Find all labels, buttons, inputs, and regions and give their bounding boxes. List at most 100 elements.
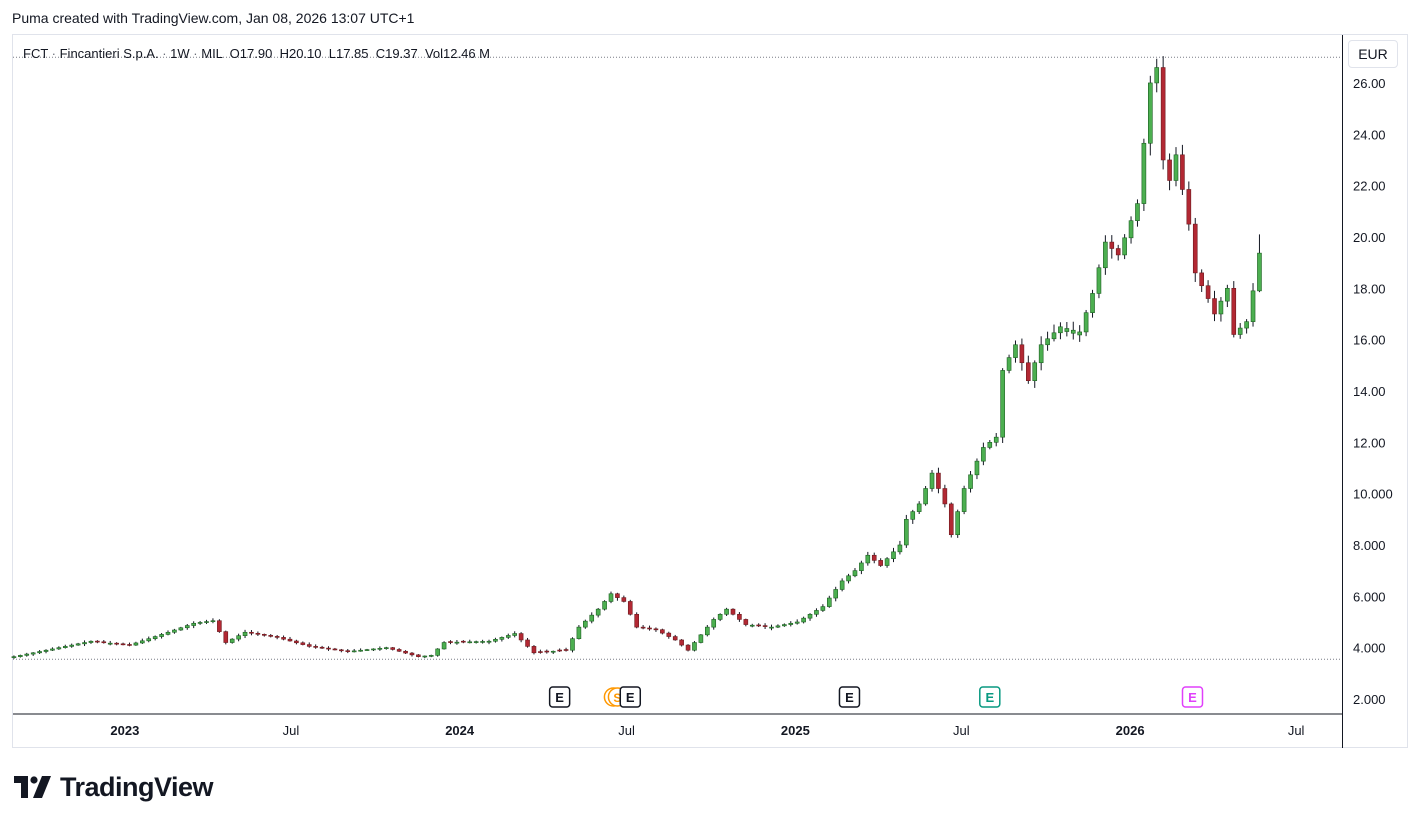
candle-down[interactable]	[396, 649, 402, 652]
candle-down[interactable]	[1192, 223, 1198, 274]
candle-down[interactable]	[255, 632, 261, 635]
candle-down[interactable]	[531, 646, 537, 654]
candle-down[interactable]	[518, 633, 524, 641]
candle-down[interactable]	[557, 649, 562, 652]
candle-up[interactable]	[499, 637, 505, 640]
candle-up[interactable]	[107, 642, 113, 645]
candle-up[interactable]	[493, 639, 498, 642]
candle-up[interactable]	[993, 436, 999, 443]
candle-up[interactable]	[473, 641, 479, 643]
candle-down[interactable]	[1019, 344, 1025, 364]
candle-up[interactable]	[441, 642, 447, 650]
candle-down[interactable]	[268, 635, 274, 637]
candle-up[interactable]	[923, 488, 928, 505]
candle-up[interactable]	[929, 472, 935, 489]
candle-down[interactable]	[274, 636, 280, 638]
candle-up[interactable]	[1141, 142, 1147, 204]
candle-up[interactable]	[364, 649, 370, 651]
candle-up[interactable]	[839, 580, 845, 590]
candle-up[interactable]	[242, 631, 248, 636]
candle-up[interactable]	[505, 635, 511, 638]
candle-down[interactable]	[660, 629, 665, 634]
candle-down[interactable]	[461, 640, 466, 643]
candle-down[interactable]	[936, 472, 941, 489]
candle-up[interactable]	[833, 589, 839, 599]
candle-up[interactable]	[711, 619, 717, 628]
candle-up[interactable]	[1122, 237, 1127, 256]
candle-up[interactable]	[1244, 321, 1249, 329]
candle-up[interactable]	[1013, 344, 1018, 358]
candle-up[interactable]	[18, 655, 23, 657]
candle-down[interactable]	[101, 641, 107, 644]
candle-up[interactable]	[1135, 203, 1140, 221]
candle-up[interactable]	[236, 635, 241, 640]
candle-down[interactable]	[627, 601, 633, 615]
candle-down[interactable]	[544, 650, 550, 653]
chart-frame[interactable]	[12, 34, 1408, 748]
candle-up[interactable]	[814, 610, 819, 615]
candle-up[interactable]	[724, 608, 729, 615]
candle-up[interactable]	[1128, 220, 1134, 239]
candle-up[interactable]	[1064, 328, 1070, 332]
candle-up[interactable]	[570, 638, 575, 651]
currency-selector-button[interactable]: EUR	[1348, 40, 1398, 68]
candle-up[interactable]	[1148, 82, 1153, 144]
candle-up[interactable]	[82, 642, 87, 645]
candle-down[interactable]	[120, 643, 126, 646]
candle-up[interactable]	[968, 474, 973, 489]
candle-down[interactable]	[1115, 248, 1121, 256]
candle-up[interactable]	[897, 544, 903, 553]
candle-up[interactable]	[910, 511, 916, 520]
candle-up[interactable]	[961, 488, 967, 512]
candle-down[interactable]	[403, 650, 408, 654]
candle-down[interactable]	[223, 631, 229, 643]
candle-up[interactable]	[229, 638, 235, 643]
candle-up[interactable]	[377, 648, 383, 650]
candle-up[interactable]	[358, 649, 363, 652]
candle-up[interactable]	[454, 641, 460, 644]
candle-down[interactable]	[666, 632, 672, 637]
earnings-marker[interactable]	[548, 686, 571, 708]
candle-up[interactable]	[204, 621, 209, 623]
candle-down[interactable]	[448, 641, 453, 643]
candle-up[interactable]	[140, 640, 145, 644]
candle-up[interactable]	[916, 503, 922, 512]
candle-up[interactable]	[69, 644, 74, 647]
candle-down[interactable]	[679, 639, 684, 646]
candle-up[interactable]	[210, 620, 216, 623]
candle-up[interactable]	[351, 650, 357, 653]
candle-down[interactable]	[300, 642, 306, 645]
earnings-marker[interactable]	[979, 686, 1001, 708]
candle-down[interactable]	[942, 488, 948, 505]
candle-down[interactable]	[326, 647, 331, 650]
candle-down[interactable]	[1109, 241, 1115, 249]
candle-up[interactable]	[428, 655, 434, 657]
candle-up[interactable]	[852, 570, 858, 577]
candle-up[interactable]	[184, 625, 190, 629]
candle-down[interactable]	[640, 626, 646, 629]
candle-down[interactable]	[756, 624, 761, 627]
candle-up[interactable]	[769, 626, 774, 629]
candle-up[interactable]	[794, 621, 800, 624]
candle-up[interactable]	[75, 643, 81, 646]
candle-down[interactable]	[538, 651, 543, 653]
candle-up[interactable]	[88, 640, 94, 643]
candle-up[interactable]	[1257, 252, 1262, 292]
candle-down[interactable]	[390, 647, 396, 650]
candle-up[interactable]	[1083, 312, 1089, 333]
candle-down[interactable]	[281, 637, 286, 640]
candle-up[interactable]	[1218, 300, 1224, 315]
candle-up[interactable]	[602, 601, 607, 610]
candle-down[interactable]	[339, 649, 344, 652]
candle-up[interactable]	[1032, 362, 1038, 382]
candle-up[interactable]	[1154, 67, 1160, 84]
candle-up[interactable]	[717, 613, 723, 620]
candle-up[interactable]	[705, 626, 710, 636]
candle-up[interactable]	[62, 646, 68, 648]
candle-up[interactable]	[1096, 267, 1102, 294]
candle-down[interactable]	[262, 634, 267, 636]
earnings-marker[interactable]	[838, 686, 861, 708]
candle-up[interactable]	[550, 650, 556, 653]
candle-up[interactable]	[826, 597, 832, 607]
candle-up[interactable]	[891, 551, 896, 559]
